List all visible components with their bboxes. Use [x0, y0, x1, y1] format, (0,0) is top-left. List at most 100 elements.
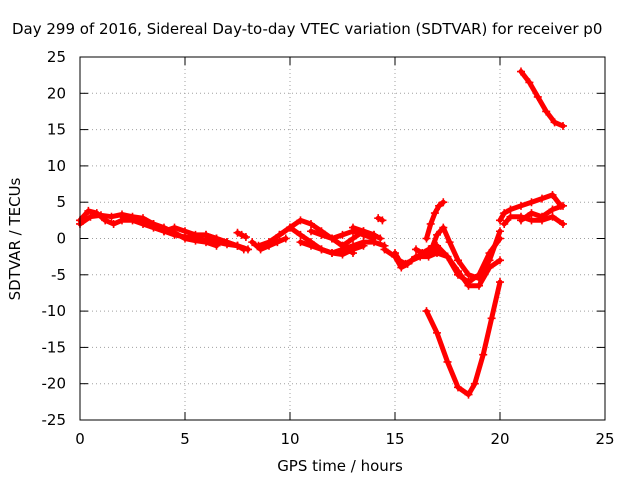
- data-point: [506, 212, 515, 221]
- y-axis-label: SDTVAR / TECUs: [6, 177, 24, 300]
- tick-labels: 0 5 10 15 20 25 -25 -20 -15 -10 -5 0 5 10 15 20 25: [42, 48, 615, 448]
- data-point: [239, 245, 248, 254]
- data-point: [550, 118, 559, 127]
- data-point: [84, 206, 93, 215]
- data-point: [265, 238, 273, 247]
- data-point: [464, 390, 473, 399]
- data-point: [307, 219, 315, 228]
- data-point: [412, 245, 420, 254]
- data-point: [349, 241, 357, 250]
- data-point: [517, 216, 525, 225]
- data-point: [443, 357, 452, 366]
- data-point: [496, 216, 504, 225]
- data-point: [233, 228, 242, 237]
- data-point: [559, 219, 567, 228]
- y-tick-label: -10: [42, 302, 67, 320]
- data-point: [548, 205, 557, 214]
- data-point: [101, 216, 110, 225]
- data-point: [317, 230, 326, 239]
- data-point: [527, 209, 536, 218]
- data-point: [181, 234, 189, 243]
- data-point: [212, 241, 221, 250]
- data-point: [475, 281, 483, 290]
- x-tick-label: 10: [280, 430, 299, 448]
- data-point: [359, 238, 368, 247]
- data-point: [426, 219, 435, 228]
- data-point: [401, 259, 410, 268]
- data-point: [517, 201, 525, 210]
- data-point: [286, 223, 294, 232]
- data-point: [359, 227, 368, 236]
- y-tick-label: 15: [47, 121, 66, 139]
- data-point: [500, 219, 509, 228]
- data-point: [407, 256, 416, 265]
- y-tick-label: 20: [47, 84, 66, 102]
- data-point: [273, 238, 282, 247]
- data-point: [307, 227, 315, 236]
- series-line-s16: [413, 236, 503, 285]
- data-point: [248, 238, 257, 247]
- data-point: [376, 234, 385, 243]
- y-tick-label: -20: [42, 375, 67, 393]
- data-point: [395, 256, 404, 265]
- data-point: [517, 67, 525, 76]
- series-line-s19: [424, 279, 503, 398]
- data-point: [443, 252, 452, 261]
- data-point: [548, 212, 557, 221]
- data-point: [92, 209, 101, 218]
- x-tick-label: 20: [490, 430, 509, 448]
- data-point: [470, 379, 479, 388]
- data-point: [397, 263, 406, 272]
- x-tick-label: 5: [180, 430, 190, 448]
- data-point: [391, 249, 399, 258]
- data-point: [454, 270, 462, 279]
- data-point: [559, 121, 567, 130]
- data-point: [422, 234, 431, 243]
- data-point: [296, 216, 305, 225]
- data-point: [296, 238, 305, 247]
- data-point: [128, 214, 137, 223]
- data-point: [275, 230, 284, 239]
- data-point: [454, 256, 462, 265]
- data-point: [202, 238, 210, 247]
- data-point: [464, 270, 473, 279]
- data-point: [479, 350, 488, 359]
- data-point: [160, 223, 168, 232]
- data-point: [223, 238, 231, 247]
- data-point: [430, 209, 439, 218]
- data-point: [139, 216, 147, 225]
- data-point: [374, 214, 383, 223]
- series-line-s3: [119, 214, 219, 249]
- data-point: [485, 256, 494, 265]
- data-point: [445, 238, 454, 247]
- data-point: [496, 256, 504, 265]
- data-point: [109, 219, 118, 228]
- data-point: [548, 190, 557, 199]
- data-point: [233, 241, 242, 250]
- data-point: [237, 230, 246, 239]
- data-point: [338, 241, 347, 250]
- data-point: [435, 201, 444, 210]
- y-tick-label: 5: [56, 193, 66, 211]
- data-point: [296, 230, 305, 239]
- data-point: [170, 228, 179, 237]
- data-point: [496, 227, 504, 236]
- data-point: [559, 201, 567, 210]
- data-point: [538, 212, 546, 221]
- x-axis-label: GPS time / hours: [277, 457, 403, 475]
- data-point: [338, 230, 347, 239]
- y-tick-label: -5: [51, 266, 66, 284]
- data-point: [500, 209, 509, 218]
- data-point: [418, 249, 427, 258]
- data-point: [181, 227, 189, 236]
- data-point: [533, 92, 542, 101]
- data-point: [349, 249, 357, 258]
- chart-title: Day 299 of 2016, Sidereal Day-to-day VTE…: [12, 20, 602, 38]
- data-point: [527, 198, 536, 207]
- y-tick-label: 0: [56, 230, 66, 248]
- data-point: [422, 307, 431, 316]
- data-point: [439, 223, 448, 232]
- data-point: [370, 230, 378, 239]
- data-point: [349, 223, 357, 232]
- y-tick-label: 25: [47, 48, 66, 66]
